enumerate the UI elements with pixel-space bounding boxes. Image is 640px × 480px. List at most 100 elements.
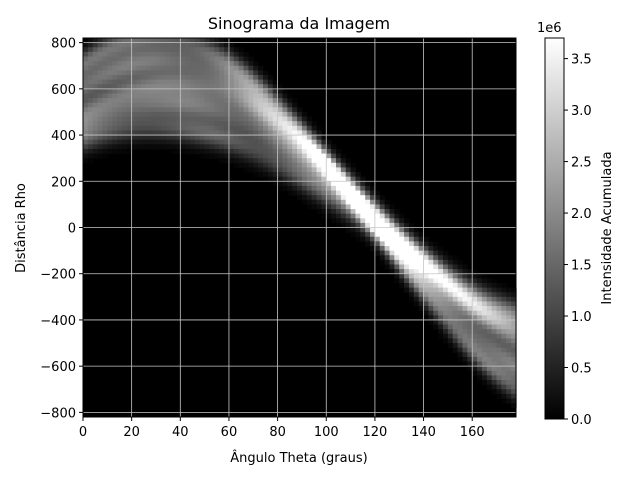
- heatmap-cell: [155, 38, 162, 44]
- heatmap-cell: [185, 47, 191, 53]
- heatmap-cell: [292, 162, 298, 169]
- heatmap-cell: [253, 116, 259, 122]
- heatmap-cell: [350, 167, 357, 173]
- heatmap-cell: [165, 107, 172, 113]
- heatmap-cell: [433, 315, 439, 321]
- heatmap-cell: [151, 98, 157, 104]
- heatmap-cell: [297, 130, 303, 136]
- heatmap-cell: [112, 111, 118, 118]
- heatmap-cell: [160, 93, 167, 99]
- heatmap-cell: [292, 121, 298, 127]
- heatmap-cell: [233, 61, 240, 67]
- heatmap-cell: [389, 218, 395, 224]
- heatmap-cell: [219, 42, 225, 48]
- heatmap-cell: [199, 88, 206, 95]
- heatmap-cell: [277, 185, 284, 192]
- heatmap-cell: [102, 116, 108, 122]
- heatmap-cell: [238, 121, 245, 127]
- heatmap-cell: [481, 329, 488, 335]
- heatmap-cell: [472, 370, 478, 376]
- heatmap-cell: [112, 61, 118, 67]
- heatmap-cell: [282, 148, 288, 155]
- heatmap-cell: [170, 139, 177, 145]
- heatmap-cell: [408, 264, 415, 270]
- heatmap-cell: [199, 84, 206, 90]
- heatmap-cell: [486, 296, 493, 303]
- heatmap-cell: [384, 264, 391, 270]
- heatmap-cell: [477, 310, 483, 316]
- heatmap-cell: [282, 176, 288, 182]
- heatmap-cell: [190, 102, 196, 108]
- heatmap-cell: [102, 38, 108, 44]
- heatmap-cell: [365, 213, 371, 219]
- heatmap-cell: [394, 236, 400, 242]
- heatmap-cell: [501, 384, 507, 390]
- heatmap-cell: [97, 65, 104, 71]
- heatmap-cell: [185, 130, 191, 136]
- heatmap-cell: [374, 199, 381, 205]
- heatmap-cell: [511, 403, 517, 409]
- heatmap-cell: [238, 130, 245, 136]
- heatmap-cell: [107, 116, 113, 122]
- heatmap-cell: [282, 181, 288, 187]
- heatmap-cell: [496, 384, 503, 390]
- heatmap-cell: [194, 93, 201, 99]
- heatmap-cell: [384, 209, 391, 215]
- heatmap-cell: [131, 111, 138, 118]
- heatmap-cell: [126, 116, 133, 122]
- heatmap-cell: [311, 185, 318, 192]
- heatmap-cell: [228, 65, 235, 71]
- heatmap-cell: [457, 329, 464, 335]
- heatmap-cell: [462, 324, 468, 330]
- heatmap-cell: [180, 125, 186, 132]
- heatmap-cell: [258, 144, 264, 150]
- heatmap-cell: [170, 93, 177, 99]
- heatmap-cell: [170, 70, 177, 76]
- heatmap-cell: [243, 139, 250, 145]
- heatmap-cell: [501, 310, 507, 316]
- heatmap-cell: [233, 139, 240, 145]
- heatmap-cell: [443, 278, 449, 284]
- heatmap-cell: [180, 148, 186, 155]
- heatmap-cell: [462, 264, 468, 270]
- heatmap-cell: [107, 38, 113, 44]
- heatmap-cell: [180, 79, 186, 85]
- colorbar-gradient: [544, 37, 565, 420]
- heatmap-cell: [190, 79, 196, 85]
- heatmap-cell: [331, 167, 337, 173]
- heatmap-cell: [190, 144, 196, 150]
- heatmap-cell: [263, 74, 269, 81]
- heatmap-cell: [511, 343, 517, 349]
- heatmap-cell: [160, 38, 167, 44]
- heatmap-cell: [467, 301, 473, 307]
- heatmap-cell: [165, 135, 172, 141]
- heatmap-cell: [355, 213, 361, 219]
- heatmap-cell: [292, 116, 298, 122]
- heatmap-cell: [117, 139, 123, 145]
- heatmap-cell: [209, 93, 215, 99]
- heatmap-cell: [355, 185, 361, 192]
- heatmap-cell: [233, 144, 240, 150]
- heatmap-cell: [272, 139, 279, 145]
- heatmap-cell: [511, 319, 517, 326]
- heatmap-cell: [394, 278, 400, 284]
- heatmap-cell: [185, 111, 191, 118]
- heatmap-cell: [292, 185, 298, 192]
- heatmap-cell: [146, 84, 152, 90]
- heatmap-cell: [306, 153, 313, 159]
- heatmap-cell: [233, 84, 240, 90]
- x-tick-label: 140: [411, 425, 436, 440]
- heatmap-cell: [408, 227, 415, 233]
- heatmap-cell: [370, 232, 376, 238]
- heatmap-cell: [243, 61, 250, 67]
- heatmap-cell: [117, 116, 123, 122]
- heatmap-cell: [418, 292, 425, 298]
- heatmap-cell: [209, 116, 215, 122]
- heatmap-cell: [155, 70, 162, 76]
- heatmap-cell: [97, 56, 104, 62]
- heatmap-cell: [92, 61, 99, 67]
- heatmap-cell: [287, 139, 293, 145]
- heatmap-cell: [477, 319, 483, 326]
- heatmap-cell: [452, 287, 459, 293]
- heatmap-cell: [370, 209, 376, 215]
